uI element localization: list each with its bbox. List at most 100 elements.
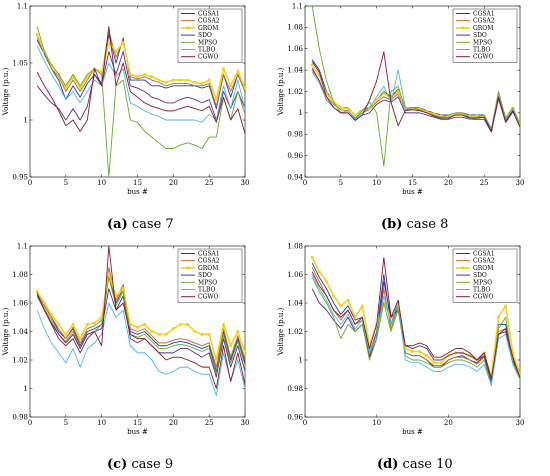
data-point-grom (207, 332, 211, 336)
x-tick-label: 30 (241, 419, 250, 427)
x-tick-label: 25 (205, 419, 214, 427)
legend-label: GROM (473, 265, 493, 272)
series-group (35, 26, 247, 178)
data-point-grom (310, 255, 314, 259)
data-point-grom (360, 304, 364, 308)
chart-panel-case-10: 0 10 20 30 0.96 0.98 1 1.02 1.04 1.06 1.08 bus # Vol… (277, 242, 524, 436)
legend-box (452, 8, 518, 63)
y-tick-label: 1.06 (287, 271, 303, 279)
y-axis-label: Voltage (p.u.) (2, 307, 10, 356)
y-tick-label: 1.08 (287, 242, 303, 250)
series-group (310, 255, 522, 387)
series-line-mpso (311, 277, 521, 385)
x-tick-label: 30 (241, 179, 250, 187)
data-point-grom (396, 90, 400, 93)
data-point-grom (339, 106, 343, 110)
caption-label: (c) (107, 457, 128, 472)
data-point-grom (425, 354, 429, 358)
caption-label: (b) (381, 217, 403, 232)
data-point-grom (222, 67, 225, 71)
legend-marker (186, 266, 190, 270)
data-point-grom (186, 322, 190, 326)
legend-marker (186, 26, 190, 30)
legend-box (452, 248, 518, 303)
data-point-grom (57, 322, 61, 326)
x-tick-label: 5 (64, 419, 68, 427)
legend-label: CGSA2 (473, 18, 495, 25)
x-tick-label: 10 (372, 179, 381, 187)
legend-label: SDO (198, 32, 212, 39)
y-tick-label: 1.04 (287, 66, 303, 74)
data-point-grom (193, 80, 197, 84)
series-group (310, 5, 522, 167)
data-point-grom (317, 270, 321, 274)
data-point-grom (418, 349, 422, 353)
y-axis-label: Voltage (p.u.) (277, 67, 285, 116)
data-point-grom (236, 330, 240, 333)
data-point-grom (214, 97, 218, 101)
data-point-grom (229, 84, 233, 88)
y-axis-label: Voltage (p.u.) (2, 67, 10, 116)
x-tick-label: 0 (303, 419, 307, 427)
data-point-grom (200, 82, 204, 86)
legend-label: CGSA1 (198, 251, 220, 258)
data-point-grom (93, 321, 96, 325)
x-tick-label: 20 (169, 179, 178, 187)
legend-label: MPSO (473, 39, 492, 46)
caption-case-9: (c) case 9 (107, 457, 173, 472)
data-point-grom (128, 72, 132, 76)
data-point-grom (100, 70, 104, 74)
legend-label: GROM (198, 265, 218, 272)
y-tick-label: 1.05 (12, 59, 28, 67)
x-tick-label: 15 (408, 179, 417, 187)
caption-label: (d) (377, 457, 399, 472)
data-point-grom (121, 287, 125, 291)
series-line-cgwo (36, 245, 246, 389)
legend-label: GROM (473, 25, 493, 32)
series-line-cgwo (311, 256, 521, 379)
data-point-grom (207, 78, 211, 82)
legend-label: CGSA2 (198, 258, 220, 265)
chart-panel-case-8: 0 5 10 15 20 25 30 0.94 0.96 0.98 1 1.02 1.04 1.06 1.0… (277, 2, 524, 196)
legend-label: CGWO (198, 54, 219, 61)
data-point-grom (186, 78, 190, 82)
x-tick-label: 25 (205, 179, 214, 187)
legend-label: CGWO (198, 294, 219, 301)
data-point-grom (243, 86, 247, 90)
chart-panel-case-7: 0 5 10 15 20 25 30 0.95 1 1.05 1.1 bus # Voltage (p.… (2, 2, 250, 196)
legend-label: GROM (198, 25, 218, 32)
data-point-grom (64, 332, 68, 336)
data-point-grom (179, 322, 182, 326)
data-point-grom (157, 332, 161, 336)
x-tick-label: 15 (133, 419, 142, 427)
series-line-cgsa1 (36, 34, 246, 110)
data-point-grom (200, 332, 204, 336)
data-point-grom (157, 78, 161, 82)
data-point-grom (382, 92, 386, 96)
data-point-grom (353, 113, 357, 117)
data-point-grom (332, 294, 336, 298)
series-line-sdo (311, 281, 521, 382)
series-group (35, 245, 247, 397)
x-tick-label: 10 (97, 419, 106, 427)
x-axis-label: bus # (402, 428, 423, 436)
data-point-grom (375, 98, 379, 102)
x-tick-label: 0 (303, 179, 307, 187)
data-point-grom (85, 322, 89, 326)
y-tick-label: 0.94 (287, 173, 303, 181)
series-line-tlbo (36, 302, 246, 397)
data-point-grom (42, 301, 46, 305)
data-point-grom (114, 294, 118, 298)
x-tick-label: 0 (28, 419, 32, 427)
x-axis-label: bus # (402, 188, 423, 196)
y-axis-label: Voltage (p.u.) (277, 307, 285, 356)
y-tick-label: 1 (299, 109, 303, 117)
data-point-grom (346, 107, 350, 111)
x-tick-label: 10 (97, 179, 106, 187)
series-line-sdo (36, 51, 246, 121)
legend-box (177, 248, 243, 303)
data-point-grom (143, 72, 147, 76)
data-point-grom (35, 33, 39, 36)
data-point-grom (179, 78, 182, 82)
series-line-cgwo (36, 26, 246, 134)
